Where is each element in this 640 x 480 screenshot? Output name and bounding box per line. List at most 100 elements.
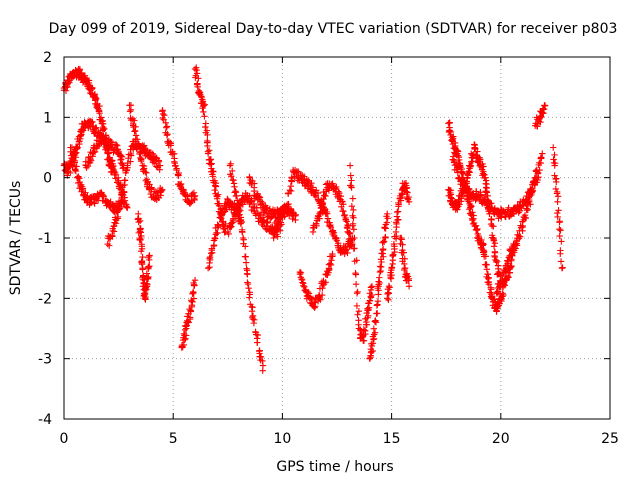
data-point-band [76,175,83,182]
data-point-band [163,124,170,131]
data-point-band [242,259,250,266]
data-point-band [527,201,534,208]
data-point-band [455,156,463,164]
y-axis-ticks: -4 -3 -2 -1 0 1 2 [38,50,610,428]
data-point-band [354,288,361,296]
data-point [539,150,546,157]
data-point-band [126,108,134,115]
data-point-band [127,152,135,159]
data-point-band [182,335,189,342]
data-point-band [229,167,236,175]
data-point-band [398,234,405,242]
data-point-band [190,281,198,288]
data-point-band [326,222,333,230]
data-point-band [317,296,324,303]
data-point-band [522,214,530,222]
data-point-band [490,223,497,230]
data-point [204,264,212,272]
data-point-band [385,282,393,290]
data-point-band [376,279,383,287]
data-point-band [517,233,524,240]
data-point-band [539,106,547,113]
data-point-band [288,174,295,181]
data-point [104,240,111,248]
data-point-band [222,220,229,228]
data-point-band [254,339,261,346]
data-point-band [474,148,481,155]
data-point-band [110,162,117,170]
data-point-band [190,295,198,302]
data-point-band [249,304,256,311]
data-point-band [145,273,152,281]
data-point-band [192,74,199,81]
data-point-band [349,195,356,202]
data-point-band [101,125,108,133]
data-point-band [491,239,499,247]
data-point-band [244,271,251,278]
data-point-band [180,186,187,193]
data-point-band [244,280,252,288]
data-point-band [350,214,357,221]
data-point-band [299,279,306,286]
data-point [191,192,199,199]
data-point-band [348,203,356,210]
data-point-band [395,216,402,223]
data-point-band [340,208,347,215]
data-point-band [552,175,559,183]
data-point-band [155,158,163,165]
data-point-band [98,189,105,196]
data-point-band [369,340,377,347]
y-tick-label: -4 [38,412,52,428]
data-point-band [523,205,530,212]
data-point-band [162,119,169,127]
data-point-band [140,279,147,287]
data-point-band [480,241,487,248]
data-point-band [163,123,171,130]
data-point-band [324,210,331,217]
data-point-band [161,111,168,119]
data-point-band [246,173,253,181]
data-point-band [494,303,501,311]
data-point-band [296,268,304,276]
data-point-band [324,215,332,222]
data-point-band [300,282,307,289]
x-tick-label: 25 [601,431,619,447]
data-point-band [92,95,100,102]
data-point [405,198,413,205]
data-point-band [207,161,215,168]
data-point-band [472,151,480,159]
data-point-band [91,200,98,207]
data-point-band [246,291,254,298]
data-point-band [72,167,80,175]
data-point-band [353,290,361,297]
data-point-band [74,144,81,151]
data-point-band [332,234,340,241]
data-point-band [140,165,148,172]
data-point-band [110,228,118,235]
data-point-band [249,312,257,320]
data-point-band [106,242,113,249]
data-point-band [551,151,558,159]
data-point-band [374,310,381,317]
data-point-band [100,193,107,200]
data-point-band [202,123,209,131]
data-point-band [388,264,396,271]
data-point-band [355,307,363,315]
data-point-band [447,194,455,201]
data-point-band [390,240,398,248]
data-point-band [465,168,472,176]
data-point-band [77,132,84,139]
data-point-band [205,147,213,154]
data-point [484,271,491,278]
data-point-band [93,101,101,109]
data-point-band [137,156,145,163]
data-point-band [368,291,376,299]
chart-title: Day 099 of 2019, Sidereal Day-to-day VTE… [49,21,618,37]
data-point-band [228,173,235,180]
data-point-band [184,193,191,200]
data-point-band [370,336,377,343]
data-point-band [317,208,324,216]
data-point-band [374,298,382,305]
data-point-band [107,138,114,145]
data-point-band [557,227,564,234]
